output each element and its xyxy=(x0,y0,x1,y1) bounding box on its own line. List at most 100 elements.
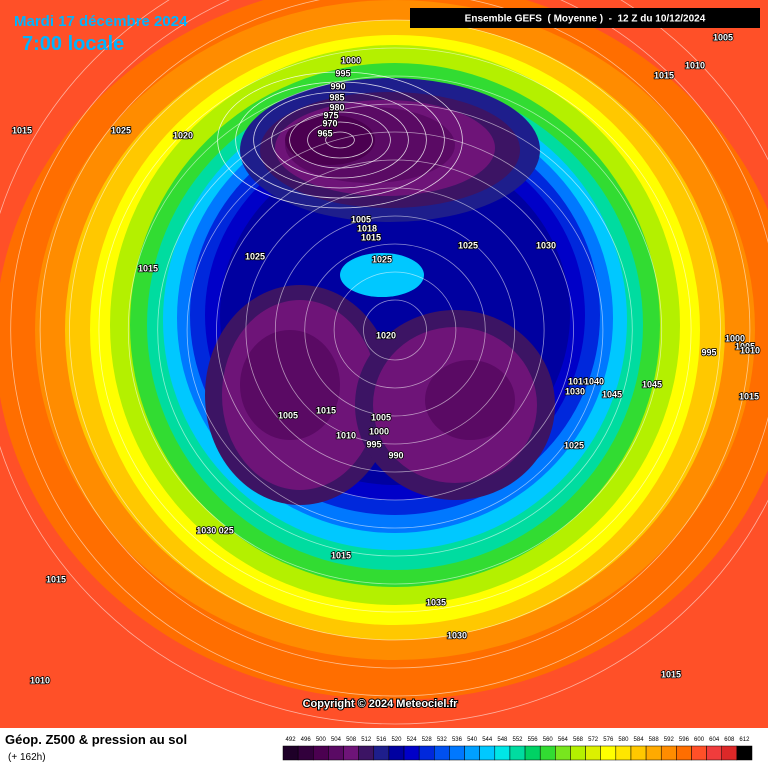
pressure-label: 1000 xyxy=(369,426,389,436)
pressure-label: 1025 xyxy=(372,254,392,264)
run-box xyxy=(410,8,760,28)
isobar xyxy=(245,187,545,473)
colorbar-label: 568 xyxy=(573,737,584,743)
contour-zone xyxy=(340,253,424,297)
colorbar-cell xyxy=(645,745,662,761)
isobar xyxy=(186,131,604,529)
pressure-label: 965 xyxy=(317,128,332,138)
pressure-label: 1015 xyxy=(331,550,351,560)
copyright: Copyright © 2024 Meteociel.fr xyxy=(303,698,459,710)
colorbar-label: 492 xyxy=(286,737,297,743)
colorbar-label: 504 xyxy=(331,737,342,743)
isobar xyxy=(289,111,391,169)
footer-subtitle: (+ 162h) xyxy=(8,752,46,763)
pressure-label: 1000 xyxy=(725,333,745,343)
colorbar-label: 596 xyxy=(679,737,690,743)
pressure-label: 1015 xyxy=(316,405,336,415)
colorbar-label: 604 xyxy=(709,737,720,743)
pressure-label: 1020 xyxy=(173,130,193,140)
colorbar-label: 540 xyxy=(467,737,478,743)
colorbar: 492 496 500 504 508 512 516 520 524 528 532 536 540 5… xyxy=(282,737,753,761)
colorbar-label: 572 xyxy=(588,737,599,743)
colorbar-label: 592 xyxy=(664,737,675,743)
colorbar-cell xyxy=(630,745,647,761)
time: 7:00 locale xyxy=(22,33,124,55)
pressure-label: 1010 xyxy=(336,430,356,440)
colorbar-cell xyxy=(676,745,692,761)
colorbar-cell xyxy=(524,745,541,761)
colorbar-label: 600 xyxy=(694,737,705,743)
pressure-label: 1010 xyxy=(685,60,705,70)
isobar xyxy=(157,103,633,557)
pressure-label: 1005 xyxy=(713,32,733,42)
colorbar-label: 520 xyxy=(391,737,402,743)
isobar xyxy=(69,19,721,641)
colorbar-cell xyxy=(494,745,511,761)
colorbar-label: 536 xyxy=(452,737,463,743)
colorbar-cell xyxy=(313,745,329,761)
colorbar-label: 580 xyxy=(618,737,629,743)
colorbar-cell xyxy=(539,745,556,761)
colorbar-label: 528 xyxy=(422,737,433,743)
colorbar-label: 608 xyxy=(724,737,735,743)
colorbar-cell xyxy=(297,745,314,761)
pressure-label: 1025 xyxy=(245,251,265,261)
colorbar-cell xyxy=(615,745,632,761)
isobar xyxy=(0,0,768,725)
pressure-label: 1045 xyxy=(602,389,622,399)
pressure-label: 970 xyxy=(322,118,337,128)
isobar xyxy=(304,243,486,417)
pressure-label: 995 xyxy=(335,68,350,78)
pressure-label: 1045 xyxy=(642,379,662,389)
pressure-label: 995 xyxy=(701,347,716,357)
colorbar-cell xyxy=(600,745,617,761)
isobar xyxy=(333,271,457,389)
pressure-label: 1015 xyxy=(46,574,66,584)
colorbar-cell xyxy=(418,745,435,761)
colorbar-label: 524 xyxy=(407,737,418,743)
pressure-label: 1015 xyxy=(661,669,681,679)
isobar xyxy=(39,0,751,669)
colorbar-cell xyxy=(373,745,390,761)
pressure-label: 1005 xyxy=(371,412,391,422)
pressure-label: 1015 xyxy=(739,391,759,401)
colorbar-cell xyxy=(388,745,405,761)
pressure-label: 980 xyxy=(329,102,344,112)
colorbar-label: 588 xyxy=(649,737,660,743)
colorbar-cell xyxy=(585,745,601,761)
colorbar-label: 532 xyxy=(437,737,448,743)
isobar xyxy=(307,121,373,159)
colorbar-cell xyxy=(555,745,571,761)
pressure-label: 990 xyxy=(330,81,345,91)
contour-zone xyxy=(285,115,375,165)
pressure-label: 1020 xyxy=(376,330,396,340)
pressure-label: 1025 xyxy=(458,240,478,250)
pressure-label: 1030 025 xyxy=(196,525,234,535)
isobar xyxy=(127,75,663,585)
pressure-label: 975 xyxy=(323,110,338,120)
colorbar-label: 612 xyxy=(739,737,750,743)
pressure-label: 1025 xyxy=(111,125,131,135)
colorbar-cell xyxy=(660,745,677,761)
pressure-label: 1018 xyxy=(357,223,377,233)
colorbar-label: 576 xyxy=(603,737,614,743)
colorbar-cell xyxy=(328,745,344,761)
pressure-label: 1030 xyxy=(536,240,556,250)
footer-title: Géop. Z500 & pression au sol xyxy=(5,732,187,747)
colorbar-label: 512 xyxy=(361,737,372,743)
colorbar-cell xyxy=(479,745,496,761)
pressure-label: 1010 xyxy=(740,345,760,355)
pressure-label: 1010 xyxy=(568,376,588,386)
colorbar-cell xyxy=(691,745,707,761)
colorbar-cell xyxy=(282,745,299,761)
colorbar-cell xyxy=(721,745,738,761)
pressure-labels: 1005101510101000995990985980975970965101… xyxy=(11,32,761,687)
colorbar-label: 500 xyxy=(316,737,327,743)
map xyxy=(0,0,768,728)
pressure-label: 1030 xyxy=(565,386,585,396)
colorbar-cell xyxy=(509,745,526,761)
pressure-label: 1025 xyxy=(564,440,584,450)
pressure-label: 1015 xyxy=(12,125,32,135)
pressure-label: 1030 xyxy=(447,630,467,640)
